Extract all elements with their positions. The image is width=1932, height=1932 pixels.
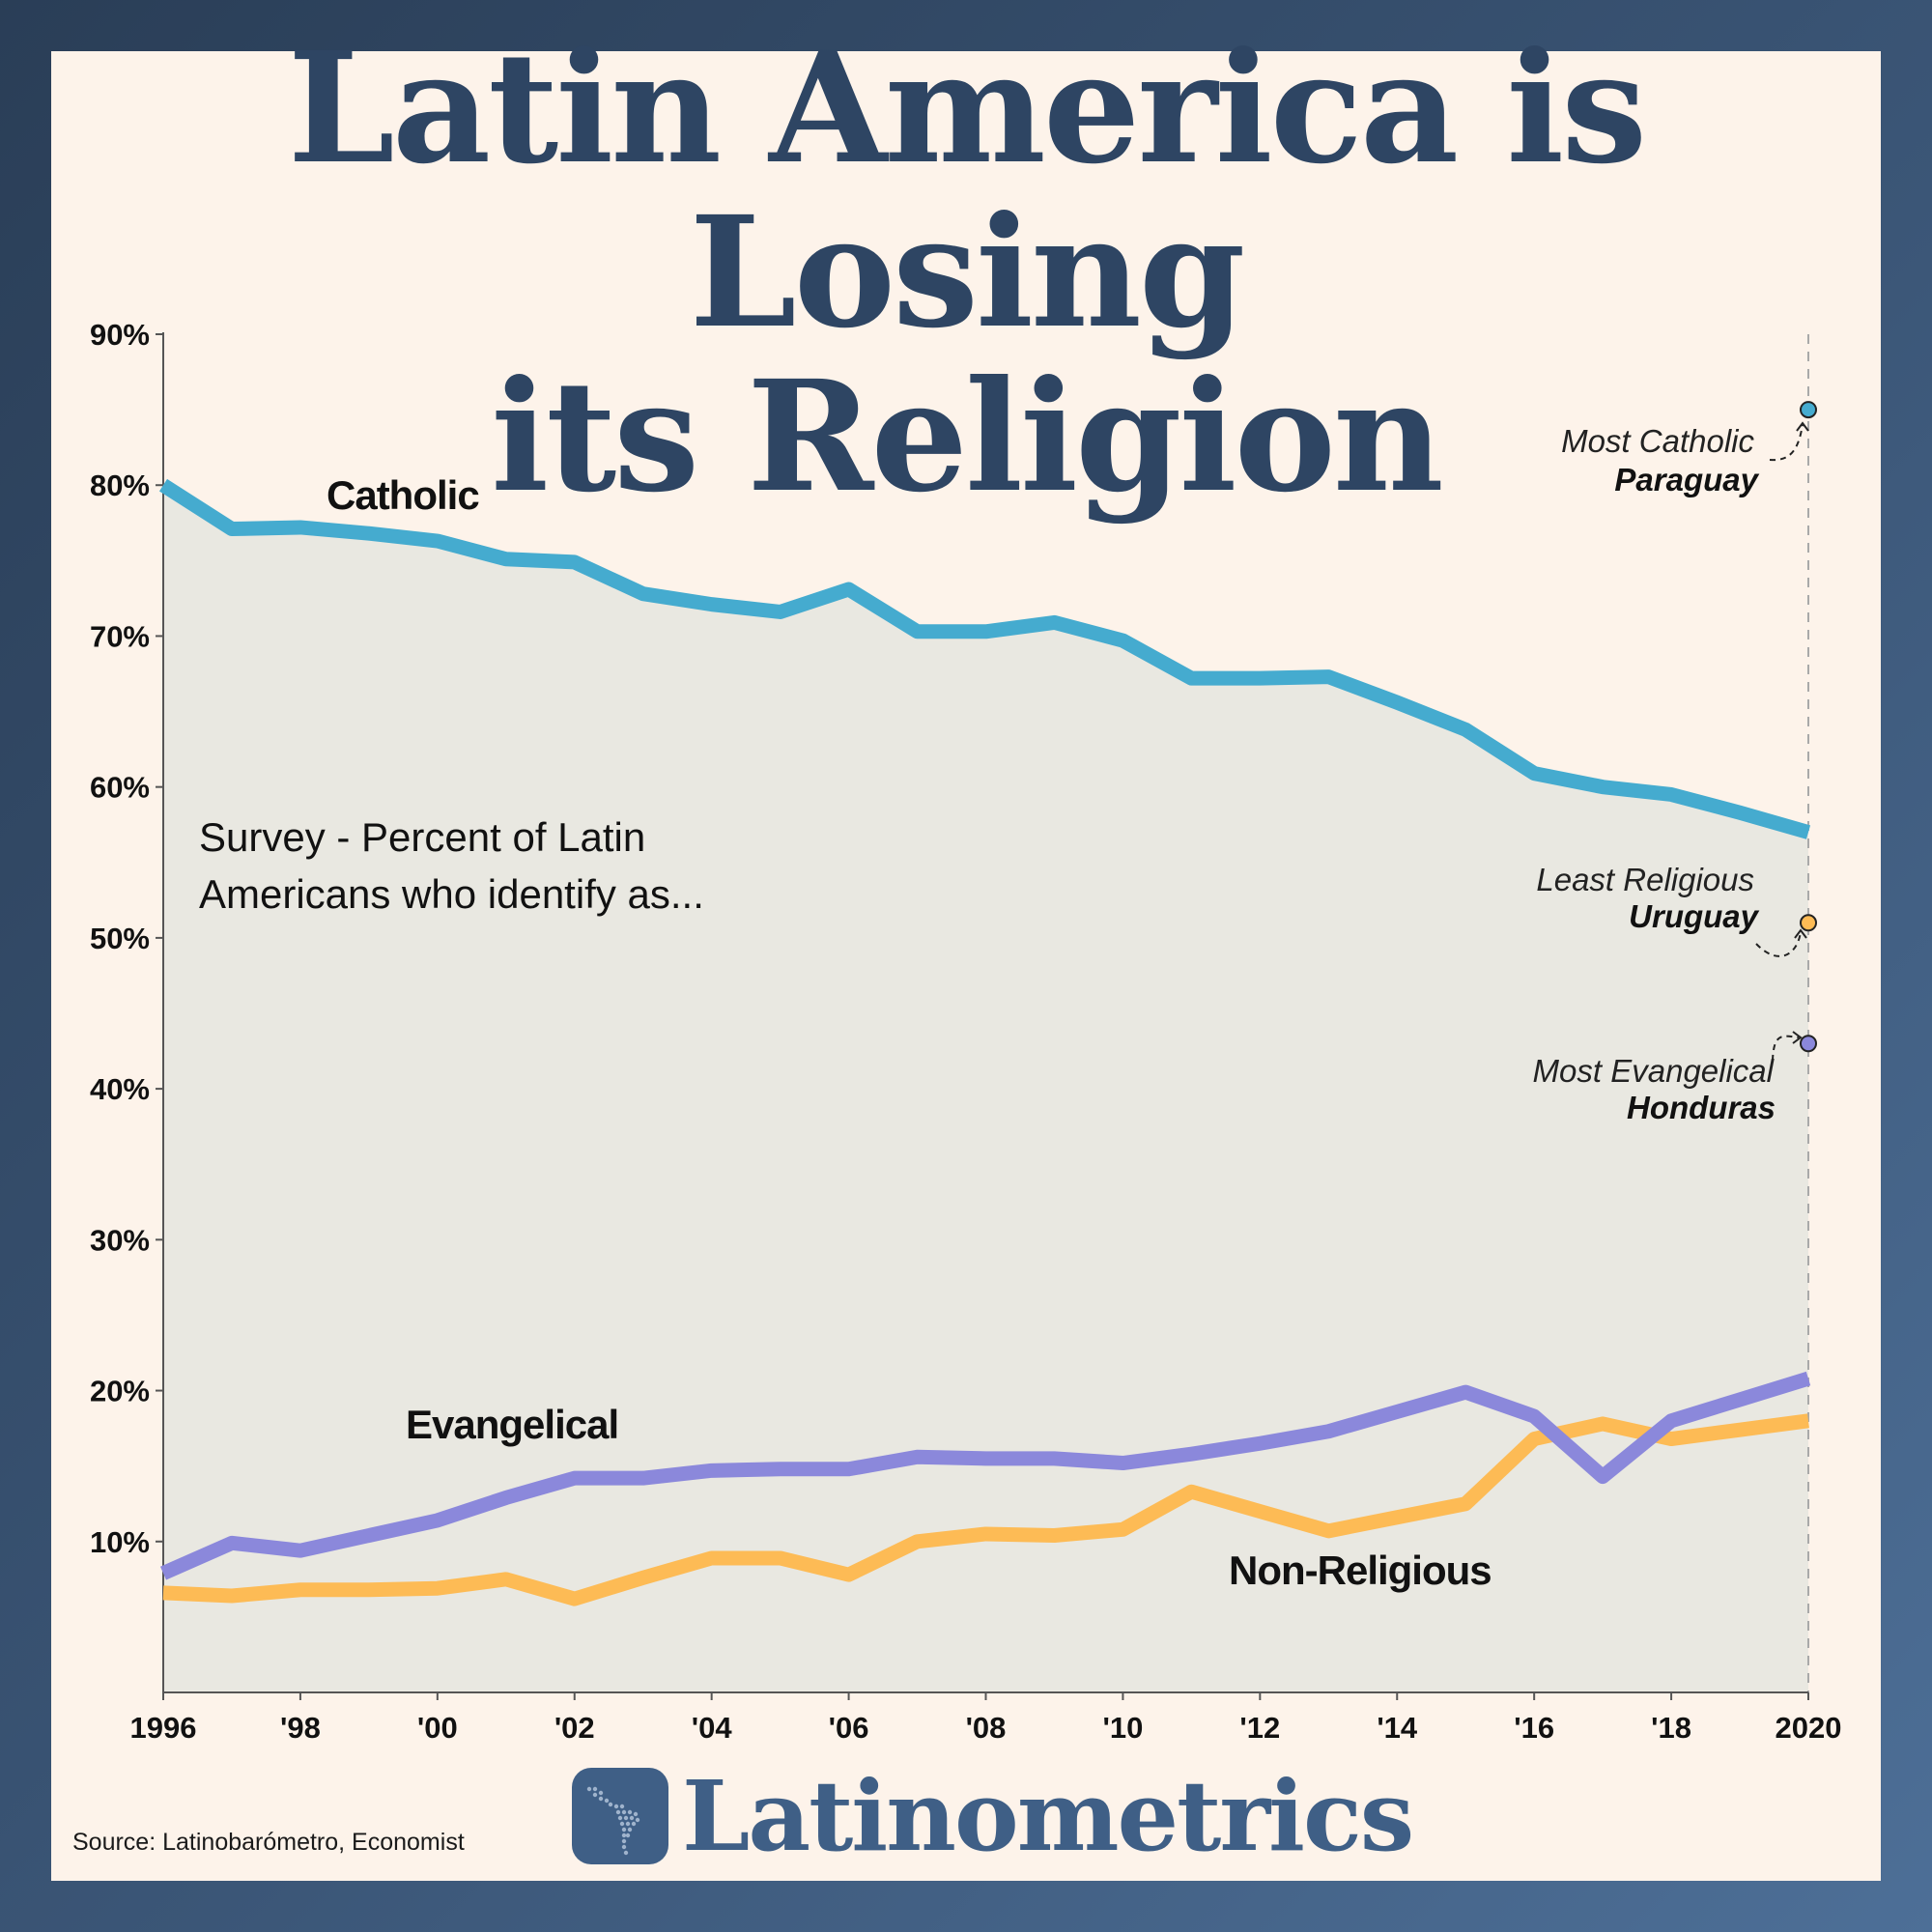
- axes: 10% 20% 30% 40% 50% 60% 70% 80% 90% 1996 '98 '00 '02…: [90, 318, 1842, 1745]
- x-tick-label: '18: [1651, 1711, 1691, 1745]
- subtitle-line-1: Survey - Percent of Latin: [199, 814, 645, 860]
- series-lines: [158, 478, 1811, 1606]
- x-tick-label: '00: [417, 1711, 458, 1745]
- evangelical-annotation-arrowhead: [1792, 1031, 1803, 1044]
- catholic-annotation-arrowhead: [1796, 421, 1809, 432]
- x-tick-label: '10: [1102, 1711, 1143, 1745]
- y-tick-label: 30%: [90, 1223, 150, 1257]
- y-tick-label: 60%: [90, 771, 150, 805]
- brand: Latinometrics: [572, 1759, 1414, 1873]
- non_religious-annotation-caption: Least Religious: [1536, 862, 1754, 897]
- y-tick-label: 40%: [90, 1072, 150, 1106]
- title-line-1: Latin America is Losing: [287, 19, 1647, 362]
- x-tick-label: '04: [692, 1711, 733, 1745]
- evangelical-label: Evangelical: [406, 1402, 618, 1447]
- x-tick-label: '16: [1514, 1711, 1554, 1745]
- x-tick-label: '06: [829, 1711, 869, 1745]
- y-tick-label: 80%: [90, 469, 150, 502]
- x-tick-label: 1996: [130, 1711, 197, 1745]
- page-title: Latin America is Losing its Religion: [0, 27, 1932, 520]
- brand-name: Latinometrics: [682, 1759, 1414, 1873]
- chart-labels: Survey - Percent of Latin Americans who …: [199, 472, 1492, 1593]
- evangelical-annotation-arrow: [1772, 1035, 1800, 1062]
- x-tick-label: '98: [280, 1711, 321, 1745]
- catholic-annotation-country: Paraguay: [1614, 462, 1759, 497]
- y-tick-label: 90%: [90, 318, 150, 352]
- y-tick-label: 10%: [90, 1525, 150, 1559]
- evangelical-annotation-dot: [1800, 1035, 1817, 1053]
- subtitle-line-2: Americans who identify as...: [199, 871, 704, 917]
- non_religious-annotation-arrow: [1755, 931, 1802, 957]
- x-tick-label: '08: [966, 1711, 1007, 1745]
- y-tick-label: 50%: [90, 922, 150, 955]
- catholic-line: [158, 478, 1811, 839]
- x-tick-label: '02: [554, 1711, 595, 1745]
- source-note: Source: Latinobarómetro, Economist: [72, 1829, 465, 1856]
- non_religious-label: Non-Religious: [1229, 1548, 1492, 1593]
- title-line-2: its Religion: [491, 348, 1444, 526]
- x-tick-label: '12: [1239, 1711, 1280, 1745]
- evangelical-annotation-country: Honduras: [1627, 1090, 1776, 1125]
- non_religious-annotation-country: Uruguay: [1629, 898, 1760, 934]
- evangelical-line: [159, 1371, 1811, 1580]
- x-tick-label: '14: [1377, 1711, 1418, 1745]
- x-tick-label: 2020: [1776, 1711, 1842, 1745]
- area-layer: [163, 485, 1808, 1693]
- non_religious-annotation-arrowhead: [1794, 928, 1807, 939]
- y-tick-label: 70%: [90, 619, 150, 653]
- non_religious-line: [162, 1413, 1809, 1606]
- catholic-label: Catholic: [327, 472, 479, 518]
- catholic-area: [163, 485, 1808, 1693]
- catholic-annotation-caption: Most Catholic: [1561, 423, 1754, 459]
- y-tick-label: 20%: [90, 1375, 150, 1408]
- latin-america-map-icon: [572, 1768, 668, 1864]
- non_religious-annotation-dot: [1800, 914, 1817, 932]
- catholic-annotation-arrow: [1769, 424, 1804, 462]
- catholic-annotation-dot: [1800, 401, 1817, 419]
- evangelical-annotation-caption: Most Evangelical: [1533, 1053, 1776, 1089]
